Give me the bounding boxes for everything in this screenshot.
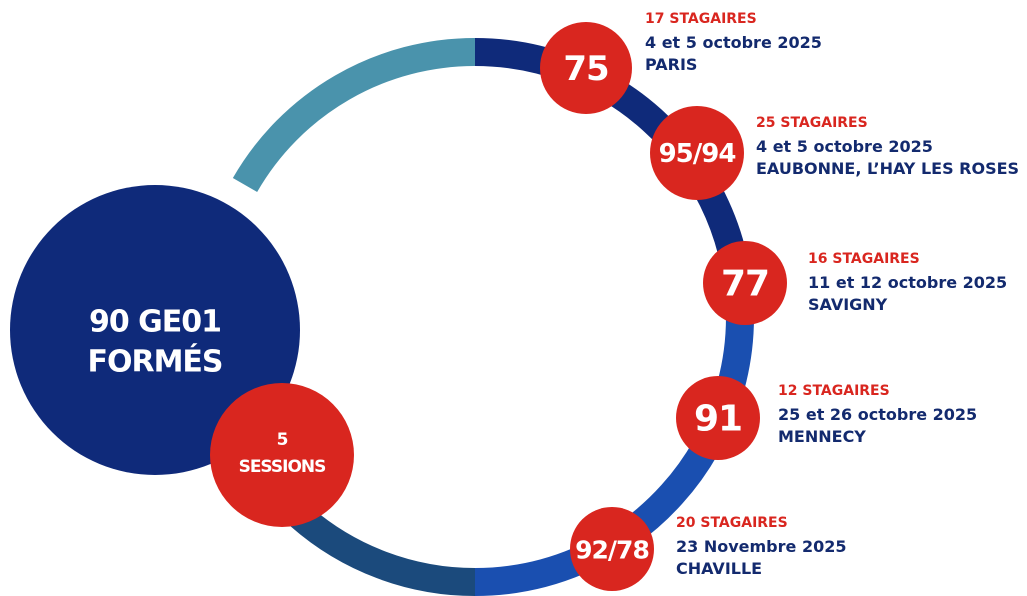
session-code: 92/78 (575, 536, 649, 565)
session-date: 23 Novembre 2025 (676, 537, 846, 556)
session-date: 4 et 5 octobre 2025 (645, 33, 822, 52)
session-place: EAUBONNE, L’HAY LES ROSES (756, 159, 1019, 178)
session-date: 25 et 26 octobre 2025 (778, 405, 977, 424)
session-place: PARIS (645, 55, 697, 74)
session-code: 77 (721, 264, 769, 305)
session-date: 4 et 5 octobre 2025 (756, 137, 933, 156)
session-circle (540, 22, 632, 114)
ring-segment (474, 38, 753, 291)
sessions-label: SESSIONS (239, 457, 326, 477)
session-circle (650, 106, 744, 200)
session-code: 95/94 (659, 139, 736, 169)
hub-title: FORMÉS (87, 344, 222, 380)
session-date: 11 et 12 octobre 2025 (808, 273, 1007, 292)
session-place: SAVIGNY (808, 295, 888, 314)
session-circle (703, 241, 787, 325)
ring-segment (232, 37, 476, 193)
session-circle (676, 376, 760, 460)
session-place: CHAVILLE (676, 559, 762, 578)
session-list: 75 17 STAGAIRES 4 et 5 octobre 2025 PARIS 95… (540, 11, 1019, 591)
session-trainees: 12 STAGAIRES (778, 383, 890, 399)
sessions-circle (210, 383, 354, 527)
session-trainees: 16 STAGAIRES (808, 251, 920, 267)
session-code: 75 (563, 49, 608, 89)
session-trainees: 20 STAGAIRES (676, 515, 788, 531)
hub-title: 90 GE01 (89, 305, 221, 340)
session-trainees: 25 STAGAIRES (756, 115, 868, 131)
hub-circle (10, 185, 300, 475)
ring-segment (474, 287, 754, 596)
sessions-count: 5 (277, 430, 288, 450)
session-place: MENNECY (778, 427, 866, 446)
ring-segment (290, 505, 476, 596)
session-trainees: 17 STAGAIRES (645, 11, 757, 27)
session-code: 91 (694, 399, 742, 440)
session-circle (570, 507, 654, 591)
